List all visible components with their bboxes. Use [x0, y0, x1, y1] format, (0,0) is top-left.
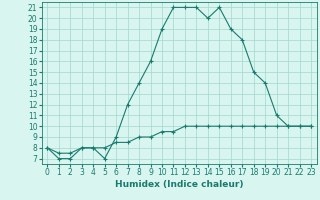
X-axis label: Humidex (Indice chaleur): Humidex (Indice chaleur) [115, 180, 244, 189]
